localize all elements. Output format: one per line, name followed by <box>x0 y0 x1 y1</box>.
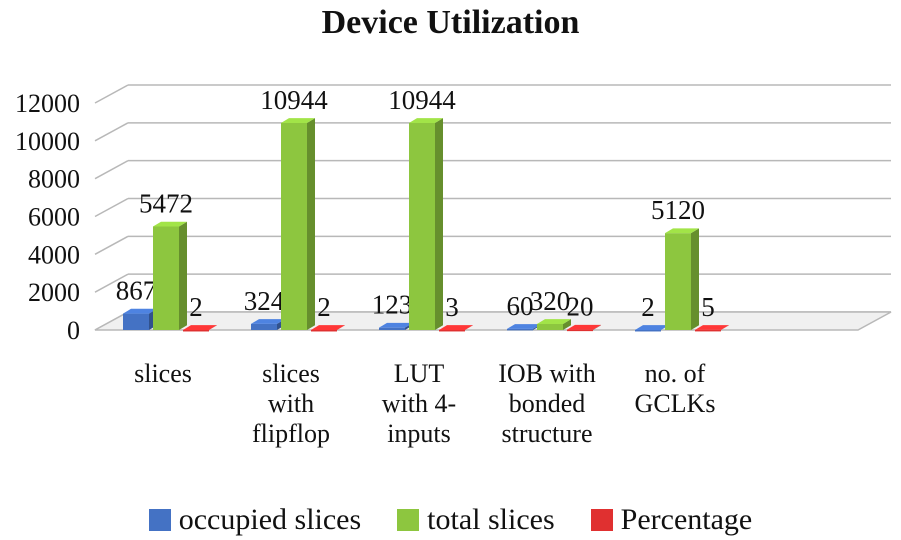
bar <box>379 327 405 330</box>
bar <box>537 323 563 330</box>
bar <box>665 233 691 330</box>
data-label: 10944 <box>388 85 456 115</box>
bar-top <box>537 319 571 324</box>
x-tick-label: bonded <box>509 389 586 418</box>
gridline-side <box>94 197 129 218</box>
legend-swatch-percentage <box>590 509 613 531</box>
gridline-side <box>94 235 129 255</box>
data-label: 10944 <box>260 85 328 115</box>
x-tick-label: inputs <box>387 419 451 448</box>
bar-side <box>209 325 217 330</box>
data-label: 2 <box>317 292 331 322</box>
data-label: 123 <box>372 290 413 320</box>
legend: occupied slices total slices Percentage <box>0 500 901 540</box>
bar-side <box>465 325 473 330</box>
gridline-side <box>94 122 129 142</box>
bar <box>281 122 307 330</box>
bar <box>183 329 209 332</box>
x-tick-label: with 4- <box>382 389 456 418</box>
x-tick-label: no. of <box>645 359 706 388</box>
bar-top <box>665 228 699 234</box>
x-tick-label: IOB with <box>498 359 596 388</box>
bar-side <box>593 324 601 330</box>
bar-top <box>695 325 729 330</box>
bar-side <box>563 319 571 330</box>
x-tick-label: GCLKs <box>635 389 716 418</box>
y-tick-label: 4000 <box>28 240 80 269</box>
bar-top <box>281 118 315 123</box>
bar-top <box>635 325 669 330</box>
gridline-side <box>94 84 129 104</box>
y-tick-label: 10000 <box>15 127 80 156</box>
bar-side <box>307 118 315 331</box>
legend-item-occupied: occupied slices <box>148 503 362 537</box>
bar <box>311 329 337 332</box>
legend-item-percentage: Percentage <box>590 503 753 537</box>
x-tick-label: slices <box>134 359 192 388</box>
bar-top <box>183 325 217 330</box>
y-tick-label: 12000 <box>15 89 80 118</box>
bar-top <box>439 325 473 330</box>
bar <box>251 323 277 330</box>
y-tick-label: 6000 <box>28 203 80 232</box>
legend-swatch-occupied <box>148 509 171 531</box>
bar <box>507 328 533 331</box>
bar-top <box>123 308 157 314</box>
data-label: 2 <box>189 292 203 322</box>
bar <box>153 226 179 330</box>
bar-top <box>409 118 443 123</box>
data-label: 324 <box>244 286 285 316</box>
chart-floor <box>94 311 892 331</box>
bar <box>695 329 721 332</box>
legend-swatch-total <box>397 509 420 531</box>
data-label: 320 <box>530 286 571 316</box>
bar-top <box>251 319 285 324</box>
data-label: 5120 <box>651 195 705 225</box>
legend-item-total: total slices <box>397 503 555 537</box>
bar-top <box>507 324 541 329</box>
y-tick-label: 2000 <box>28 278 80 307</box>
x-tick-label: LUT <box>394 359 445 388</box>
bar-side <box>435 118 443 331</box>
bar <box>439 329 465 332</box>
bar <box>567 329 593 332</box>
bar-top <box>311 325 345 330</box>
bar-side <box>337 325 345 330</box>
data-label: 3 <box>445 292 459 322</box>
bar <box>123 313 149 330</box>
x-tick-label: with <box>268 389 314 418</box>
x-tick-label: slices <box>262 359 320 388</box>
data-label: 20 <box>567 292 594 322</box>
y-tick-label: 8000 <box>28 165 80 194</box>
bar-side <box>179 221 187 330</box>
data-label: 60 <box>507 291 534 321</box>
data-label: 5472 <box>139 188 193 218</box>
gridline-side <box>94 160 129 180</box>
bar <box>635 329 661 332</box>
bar-top <box>379 322 413 328</box>
legend-label-percentage: Percentage <box>620 503 753 536</box>
bar-side <box>721 325 729 330</box>
chart-title: Device Utilization <box>321 4 580 41</box>
data-label: 5 <box>701 292 715 322</box>
data-label: 2 <box>641 292 655 322</box>
gridline-side <box>94 273 129 293</box>
legend-label-occupied: occupied slices <box>178 503 362 536</box>
bar-top <box>567 324 601 330</box>
y-tick-label: 0 <box>67 316 80 345</box>
x-tick-label: flipflop <box>252 419 330 448</box>
bar-top <box>153 221 187 227</box>
legend-label-total: total slices <box>427 503 555 536</box>
x-tick-label: structure <box>502 419 593 448</box>
bar <box>409 122 435 330</box>
bar-side <box>691 228 699 330</box>
data-label: 867 <box>116 276 157 306</box>
